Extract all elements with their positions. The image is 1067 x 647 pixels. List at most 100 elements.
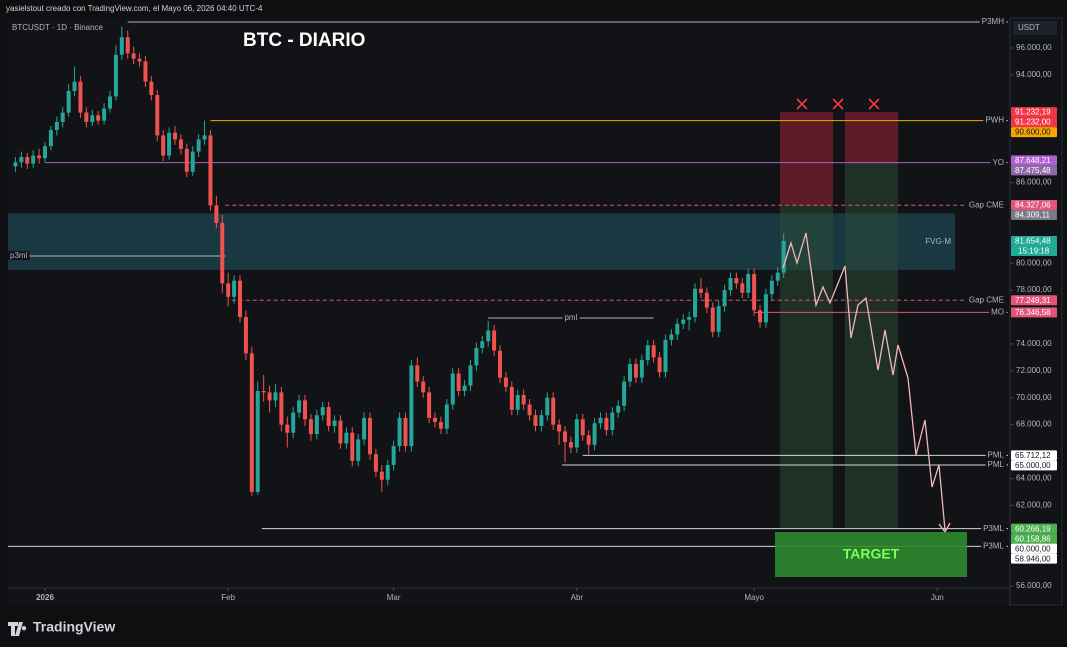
candle-body: [214, 205, 219, 223]
zone-label: FVG-M: [925, 237, 951, 246]
level-label-bg: [985, 460, 1007, 470]
price-tag: [1011, 165, 1057, 176]
candle-body: [344, 432, 349, 444]
candle-body: [456, 373, 461, 391]
candle-body: [220, 222, 225, 284]
y-tick-label: 62.000,00: [1016, 500, 1052, 509]
price-tag-label: 81.654,48: [1015, 237, 1051, 246]
candle-body: [557, 424, 562, 432]
candle-body: [320, 407, 325, 416]
candle-body: [622, 381, 627, 406]
level-label-bg: [981, 541, 1007, 551]
candle-body: [25, 156, 30, 164]
candle-body: [651, 345, 656, 358]
price-tag-label: 87.475,48: [1015, 166, 1051, 175]
logo-icon: [8, 622, 27, 636]
candle-body: [498, 350, 503, 378]
candle-body: [107, 96, 112, 109]
price-tag-label: 60.158,86: [1015, 534, 1051, 543]
candle-body: [60, 112, 65, 122]
y-tick-label: 70.000,00: [1016, 393, 1052, 402]
candle-body: [663, 339, 668, 373]
candle-body: [604, 417, 609, 431]
price-tag-label: 91.232,00: [1015, 118, 1051, 127]
candle-body: [539, 415, 544, 426]
candle-body: [415, 365, 420, 382]
attribution: yasielstout creado con TradingView.com, …: [6, 4, 263, 13]
candle-body: [54, 121, 59, 131]
candle-body: [710, 307, 715, 332]
price-tag: [1011, 307, 1057, 318]
candle-body: [31, 155, 36, 164]
candle-body: [72, 81, 77, 92]
candle-body: [740, 283, 745, 293]
candle-body: [527, 404, 532, 416]
candle-body: [42, 146, 47, 159]
candle-body: [350, 432, 355, 461]
candle-body: [515, 395, 520, 410]
candle-body: [155, 95, 160, 136]
candle-body: [161, 135, 166, 156]
y-tick-label: 64.000,00: [1016, 474, 1052, 483]
price-tag-label: 84.327,06: [1015, 201, 1051, 210]
level-label: PML: [988, 460, 1005, 469]
price-tag-label: 84.309,11: [1015, 211, 1051, 220]
candle-body: [450, 373, 455, 405]
level-label: p3ml: [10, 251, 28, 260]
candle-body: [592, 423, 597, 445]
level-label-bg: [966, 295, 1006, 305]
price-tag-label: 87.648,21: [1015, 156, 1051, 165]
currency-box: [1013, 21, 1057, 35]
candle-body: [78, 81, 83, 113]
profit-zone: [845, 164, 898, 528]
price-tag: [1011, 295, 1057, 306]
x-tick-label: Jun: [931, 593, 944, 602]
candle-body: [574, 419, 579, 448]
candle-body: [722, 290, 727, 307]
candle-body: [13, 162, 18, 167]
stop-zone: [845, 112, 898, 164]
candle-body: [521, 395, 526, 405]
price-tag: [1011, 127, 1057, 138]
candle-body: [421, 381, 426, 393]
candle-body: [391, 446, 396, 465]
level-label: P3MH: [982, 17, 1004, 26]
candle-body: [131, 53, 136, 59]
level-label: YO: [992, 158, 1004, 167]
y-tick-label: 94.000,00: [1016, 70, 1052, 79]
price-tag: [1011, 107, 1057, 118]
level-label-bg: [562, 313, 580, 323]
price-tag-label: 60.000,00: [1015, 544, 1051, 553]
symbol: BTCUSDT · 1D · Binance: [12, 23, 104, 32]
plot-area: [8, 18, 1010, 605]
candle-body: [486, 330, 491, 342]
x-marks: [796, 98, 880, 110]
candle-body: [332, 420, 337, 426]
level-label: Gap CME: [969, 200, 1004, 209]
y-tick-label: 56.000,00: [1016, 581, 1052, 590]
candle-body: [113, 54, 118, 97]
x-tick-label: Mar: [387, 593, 401, 602]
price-tag: [1011, 235, 1057, 246]
candle-body: [509, 386, 514, 410]
price-tag-label: 60.266,19: [1015, 524, 1051, 533]
candle-body: [226, 283, 231, 297]
level-label: P3ML: [983, 524, 1004, 533]
y-tick-label: 96.000,00: [1016, 43, 1052, 52]
candle-body: [143, 61, 148, 82]
axes: 96.000,00 94.000,00 86.000,00 80.000,00 78.0…: [36, 43, 1057, 602]
candle-body: [716, 306, 721, 332]
profit-zone: [780, 205, 833, 528]
candle-body: [90, 115, 95, 122]
projection-path: [782, 232, 946, 531]
x-mark: [796, 98, 808, 110]
candle-body: [37, 155, 42, 159]
level-label-bg: [8, 251, 30, 261]
candle-body: [243, 317, 248, 354]
candle-body: [261, 390, 266, 393]
x-tick-label: 2026: [36, 593, 54, 602]
price-tag-label: 90.600,00: [1015, 128, 1051, 137]
y-tick-label: 86.000,00: [1016, 178, 1052, 187]
candle-body: [48, 130, 53, 147]
